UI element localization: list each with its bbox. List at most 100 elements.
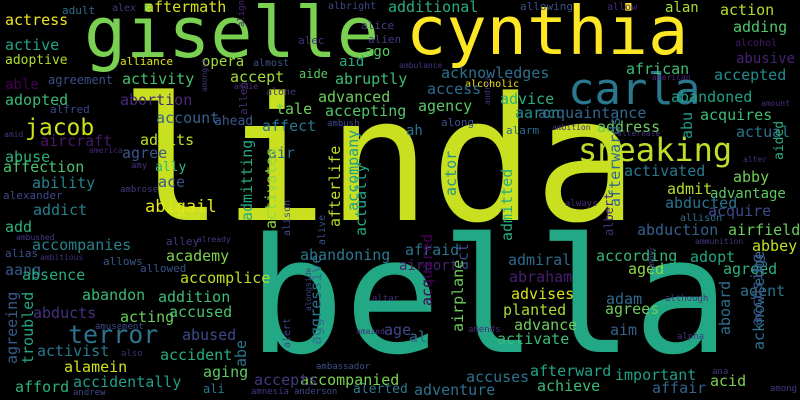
word-ago: ago <box>365 44 391 60</box>
word-alpha: alpha <box>677 332 705 342</box>
word-abandon: abandon <box>82 286 146 304</box>
word-agreeing: agreeing <box>3 291 21 364</box>
word-abu: abu <box>678 111 696 139</box>
word-alcohol: alcohol <box>735 38 778 49</box>
word-alamein: alamein <box>64 358 128 376</box>
word-linda: linda <box>120 60 638 261</box>
word-ambulance: ambulance <box>399 61 443 70</box>
word-accusing: accusing <box>748 253 766 326</box>
word-aide: aide <box>299 67 328 81</box>
word-allows: allows <box>103 255 143 268</box>
word-account: account <box>156 109 220 127</box>
word-activate: activate <box>497 330 570 348</box>
word-absence: absence <box>22 266 86 284</box>
word-aaron: aaron <box>515 104 561 122</box>
word-add: add <box>5 218 33 236</box>
word-achieve: achieve <box>537 377 601 395</box>
word-tale: tale <box>276 100 313 118</box>
word-according: according <box>596 247 678 265</box>
word-alert: alert <box>282 317 293 348</box>
word-alex: alex <box>112 3 137 14</box>
word-actually: actually <box>352 163 370 236</box>
word-activated: activated <box>624 162 706 180</box>
word-activates: activates <box>262 147 280 229</box>
word-accidentally: accidentally <box>73 373 182 391</box>
word-adopted: adopted <box>5 91 69 109</box>
word-acquires: acquires <box>700 106 773 124</box>
word-adam: adam <box>606 290 643 308</box>
word-alec: alec <box>298 34 325 47</box>
word-accomplice: accomplice <box>180 269 271 287</box>
word-amnesia: amnesia <box>251 387 289 397</box>
word-ace: ace <box>158 173 186 191</box>
word-airplane: airplane <box>449 259 467 332</box>
word-abigail: abigail <box>145 197 217 217</box>
word-ambush: ambush <box>327 119 360 129</box>
word-affect: affect <box>262 117 317 135</box>
word-adult: adult <box>62 4 96 17</box>
word-accepted: accepted <box>714 66 787 84</box>
word-abduction: abduction <box>637 221 719 239</box>
word-adoptive: adoptive <box>5 53 68 68</box>
word-adding: adding <box>733 18 788 36</box>
word-along: along <box>441 116 475 129</box>
word-accident: accident <box>160 346 233 364</box>
word-opera: opera <box>202 54 245 70</box>
word-alter: alter <box>743 155 768 164</box>
word-abuse: abuse <box>5 148 51 166</box>
word-andrew: andrew <box>73 388 106 398</box>
word-alcoholic: alcoholic <box>465 79 520 90</box>
word-afraid: afraid <box>405 241 460 259</box>
word-altar: altar <box>372 294 400 304</box>
word-ammunition: ammunition <box>695 237 744 246</box>
word-andrea: andrea <box>483 75 492 105</box>
word-advance: advance <box>514 316 578 334</box>
word-accuses: accuses <box>466 368 530 386</box>
word-abbey: abbey <box>752 237 798 255</box>
word-allowing: allowing <box>520 0 573 13</box>
word-acquired: acquired <box>418 233 436 306</box>
word-addition: addition <box>158 288 231 306</box>
word-aged: aged <box>628 260 665 278</box>
word-american: american <box>652 73 691 82</box>
word-african: african <box>626 60 690 78</box>
word-aided: aided <box>772 120 787 160</box>
word-admit: admit <box>667 180 713 198</box>
word-amid: amid <box>4 130 24 139</box>
word-accepting: accepting <box>325 102 407 120</box>
word-america: america <box>89 146 123 155</box>
word-alison: alison <box>282 199 293 236</box>
word-alien: alien <box>368 33 402 46</box>
word-ana: ana <box>712 367 729 377</box>
word-although: although <box>665 294 709 304</box>
word-andie: andie <box>234 82 259 91</box>
word-age: age <box>384 321 412 339</box>
word-alley: alley <box>166 235 200 248</box>
word-additional: additional <box>388 0 479 16</box>
word-accepts: accepts <box>254 371 318 389</box>
word-amends: amends <box>468 325 501 335</box>
word-abducted: abducted <box>665 194 738 212</box>
word-agent: agent <box>740 282 786 300</box>
word-allison: allison <box>680 213 723 224</box>
word-amusement: amusement <box>95 322 144 332</box>
word-abandoning: abandoning <box>300 246 391 264</box>
word-admitting: admitting <box>238 139 256 221</box>
word-access: access <box>427 80 482 98</box>
word-ahead: ahead <box>214 114 254 129</box>
word-jacob: jacob <box>25 115 95 141</box>
word-actress: actress <box>5 11 69 29</box>
word-ali: ali <box>203 382 225 396</box>
word-ambassador: ambassador <box>316 362 371 372</box>
word-also: also <box>121 349 143 359</box>
word-troubled: troubled <box>19 291 37 364</box>
word-advantage: advantage <box>710 186 786 202</box>
word-alternate: alternate <box>617 129 661 138</box>
word-agreed: agreed <box>723 260 778 278</box>
word-planted: planted <box>503 301 567 319</box>
word-advises: advises <box>511 285 575 303</box>
word-al: al <box>409 328 428 346</box>
word-active: active <box>5 36 60 54</box>
word-admits: admits <box>140 131 195 149</box>
